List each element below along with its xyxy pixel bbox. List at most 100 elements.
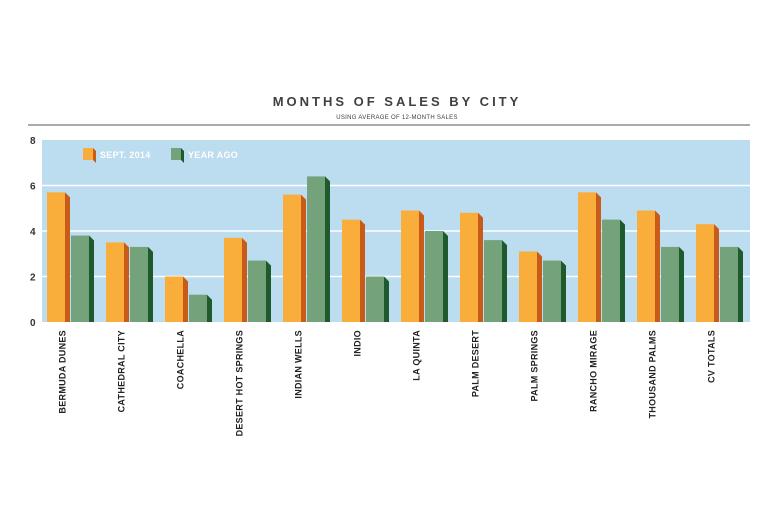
bar-front <box>342 219 360 322</box>
bar-front <box>224 237 242 322</box>
bar-side <box>266 260 271 322</box>
bar-side <box>325 176 330 322</box>
bar-year-ago <box>484 240 507 322</box>
bar-side <box>360 219 365 322</box>
y-tick-label: 8 <box>30 136 36 147</box>
bar-sept-2014 <box>283 194 306 322</box>
x-category-label: DESERT HOT SPRINGS <box>235 330 245 436</box>
bar-side <box>596 192 601 322</box>
bar-side <box>561 260 566 322</box>
y-tick-label: 4 <box>30 227 36 238</box>
bar-front <box>637 210 655 322</box>
bar-side <box>443 231 448 322</box>
bar-front <box>425 231 443 322</box>
bar-front <box>366 276 384 322</box>
legend-label: SEPT. 2014 <box>100 150 151 160</box>
bar-year-ago <box>189 294 212 322</box>
bar-side <box>207 294 212 322</box>
x-category-label: INDIO <box>353 330 363 357</box>
gridlines <box>42 184 750 278</box>
bar-side <box>620 219 625 322</box>
bar-year-ago <box>130 246 153 322</box>
bar-front <box>189 294 207 322</box>
bar-year-ago <box>602 219 625 322</box>
legend-label: YEAR AGO <box>188 150 238 160</box>
bar-side <box>384 276 389 322</box>
bar-side <box>148 246 153 322</box>
bar-front <box>71 235 89 322</box>
chart-title: MONTHS OF SALES BY CITY <box>273 94 522 109</box>
bar-side <box>478 212 483 322</box>
bar-year-ago <box>720 246 743 322</box>
bar-front <box>401 210 419 322</box>
bar-front <box>720 246 738 322</box>
bar-front <box>602 219 620 322</box>
bar-sept-2014 <box>224 237 247 322</box>
legend-swatch-side <box>181 148 184 163</box>
legend-item-year-ago: YEAR AGO <box>171 148 238 163</box>
bar-side <box>419 210 424 322</box>
chart-subtitle: USING AVERAGE OF 12-MONTH SALES <box>336 115 458 121</box>
bar-sept-2014 <box>519 251 542 322</box>
x-category-label: BERMUDA DUNES <box>58 330 68 414</box>
bar-side <box>301 194 306 322</box>
bar-front <box>543 260 561 322</box>
bar-side <box>89 235 94 322</box>
bar-front <box>696 224 714 322</box>
bar-side <box>738 246 743 322</box>
bar-front <box>484 240 502 322</box>
legend-swatch <box>83 148 93 160</box>
bar-front <box>661 246 679 322</box>
bar-year-ago <box>307 176 330 322</box>
bar-front <box>47 192 65 322</box>
bar-sept-2014 <box>696 224 719 322</box>
x-category-label: PALM DESERT <box>471 330 481 397</box>
y-tick-label: 0 <box>30 318 36 329</box>
bar-front <box>460 212 478 322</box>
bar-sept-2014 <box>578 192 601 322</box>
bar-front <box>106 242 124 322</box>
x-category-label: COACHELLA <box>176 330 186 389</box>
bar-sept-2014 <box>460 212 483 322</box>
bar-sept-2014 <box>342 219 365 322</box>
bar-year-ago <box>425 231 448 322</box>
y-axis-ticks: 0 2 4 6 8 <box>30 136 36 329</box>
x-category-label: THOUSAND PALMS <box>648 330 658 419</box>
bar-side <box>655 210 660 322</box>
bar-side <box>679 246 684 322</box>
y-tick-label: 2 <box>30 273 36 284</box>
bar-year-ago <box>661 246 684 322</box>
bar-side <box>124 242 129 322</box>
bar-sept-2014 <box>637 210 660 322</box>
bar-front <box>283 194 301 322</box>
x-axis-labels: BERMUDA DUNES CATHEDRAL CITY COACHELLA DESE… <box>58 330 717 437</box>
bar-side <box>537 251 542 322</box>
x-category-label: CV TOTALS <box>707 330 717 383</box>
x-category-label: CATHEDRAL CITY <box>117 330 127 412</box>
x-category-label: RANCHO MIRAGE <box>589 330 599 412</box>
bar-front <box>165 276 183 322</box>
bar-year-ago <box>366 276 389 322</box>
bar-sept-2014 <box>47 192 70 322</box>
legend-item-sept-2014: SEPT. 2014 <box>83 148 151 163</box>
legend-swatch <box>171 148 181 160</box>
x-category-label: LA QUINTA <box>412 330 422 381</box>
x-category-label: PALM SPRINGS <box>530 330 540 401</box>
bar-side <box>502 240 507 322</box>
bar-side <box>714 224 719 322</box>
bar-front <box>248 260 266 322</box>
bar-side <box>65 192 70 322</box>
bar-year-ago <box>248 260 271 322</box>
bar-front <box>307 176 325 322</box>
bar-sept-2014 <box>106 242 129 322</box>
bar-year-ago <box>71 235 94 322</box>
bar-sept-2014 <box>401 210 424 322</box>
bar-year-ago <box>543 260 566 322</box>
bar-side <box>242 237 247 322</box>
legend-swatch-side <box>93 148 96 163</box>
bar-front <box>578 192 596 322</box>
legend: SEPT. 2014 YEAR AGO <box>83 148 238 163</box>
bar-front <box>130 246 148 322</box>
